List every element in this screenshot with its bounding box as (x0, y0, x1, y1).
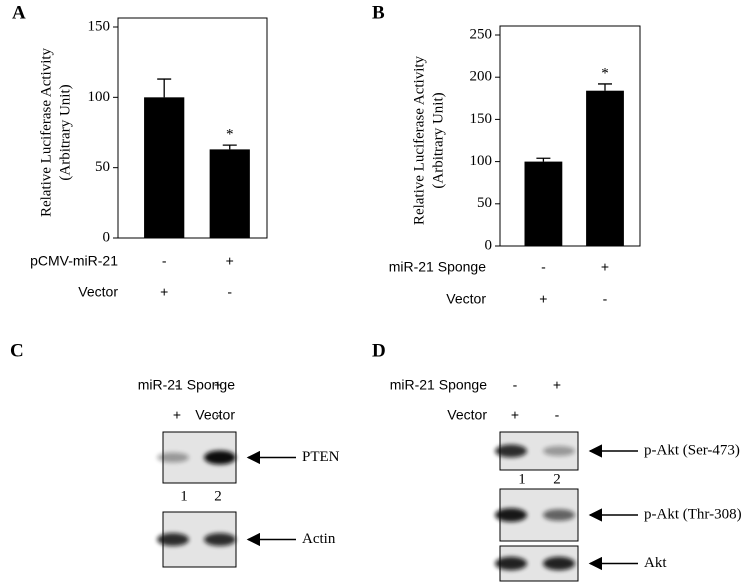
band-label: PTEN (302, 449, 340, 465)
y-tick-label: 50 (95, 159, 110, 175)
condition-sign: - (227, 284, 232, 300)
condition-label: miR-21 Sponge (389, 259, 486, 275)
lane-number: 2 (214, 488, 222, 504)
blot-band (495, 556, 527, 571)
panel-label: B (372, 2, 385, 23)
lane-number: 1 (518, 471, 526, 487)
blot-band (543, 445, 575, 457)
condition-sign: - (216, 407, 221, 423)
significance-mark: * (601, 65, 609, 81)
blot-band (543, 509, 575, 521)
blot-band (157, 452, 189, 463)
blot-band (495, 508, 527, 522)
condition-sign: + (553, 377, 561, 393)
y-axis-label: (Arbitrary Unit) (57, 84, 73, 180)
band-label: Akt (644, 555, 667, 571)
y-tick-label: 250 (470, 26, 493, 42)
panel-label: C (10, 340, 24, 361)
condition-label: pCMV-miR-21 (30, 253, 118, 269)
plot-frame (117, 17, 268, 239)
condition-sign: + (173, 407, 181, 423)
blot-band (204, 450, 236, 465)
y-tick-label: 50 (477, 195, 492, 211)
condition-sign: - (175, 377, 180, 393)
y-tick-label: 0 (103, 229, 111, 245)
y-tick-label: 100 (88, 89, 111, 105)
y-tick-label: 150 (470, 111, 493, 127)
y-axis-label: Relative Luciferase Activity (38, 47, 54, 217)
y-tick-label: 150 (88, 18, 111, 34)
significance-mark: * (226, 127, 234, 143)
condition-label: miR-21 Sponge (138, 377, 235, 393)
condition-sign: - (513, 377, 518, 393)
lane-number: 2 (553, 471, 561, 487)
blot-band (157, 532, 189, 547)
plot-frame (499, 25, 641, 247)
y-axis-label: (Arbitrary Unit) (430, 92, 446, 188)
y-tick-label: 100 (470, 153, 493, 169)
panel-label: A (12, 2, 26, 23)
condition-label: Vector (447, 407, 487, 423)
condition-sign: + (160, 284, 168, 300)
band-label: p-Akt (Thr-308) (644, 506, 742, 522)
band-label: Actin (302, 531, 336, 547)
condition-label: Vector (78, 284, 118, 300)
condition-label: Vector (195, 407, 235, 423)
bar (144, 97, 185, 238)
condition-sign: + (511, 407, 519, 423)
panel-label: D (372, 340, 386, 361)
error-bar (157, 78, 172, 98)
y-axis-label: Relative Luciferase Activity (411, 55, 427, 225)
blot-band (204, 532, 236, 547)
condition-sign: - (162, 253, 167, 269)
condition-label: Vector (446, 291, 486, 307)
y-tick-label: 200 (470, 69, 493, 85)
bar (209, 149, 250, 238)
bar (586, 90, 624, 246)
condition-sign: + (601, 259, 609, 275)
condition-sign: + (214, 377, 222, 393)
condition-label: miR-21 Sponge (390, 377, 487, 393)
error-bar (598, 83, 612, 91)
error-bar (222, 144, 237, 150)
condition-sign: - (603, 291, 608, 307)
blot-band (495, 444, 527, 458)
condition-sign: + (539, 291, 547, 307)
error-bar (536, 157, 551, 162)
lane-number: 1 (180, 488, 188, 504)
bar (524, 161, 563, 246)
band-label: p-Akt (Ser-473) (644, 442, 740, 458)
blot-band (543, 556, 575, 571)
condition-sign: - (555, 407, 560, 423)
condition-sign: + (226, 253, 234, 269)
y-tick-label: 0 (485, 237, 493, 253)
condition-sign: - (541, 259, 546, 275)
